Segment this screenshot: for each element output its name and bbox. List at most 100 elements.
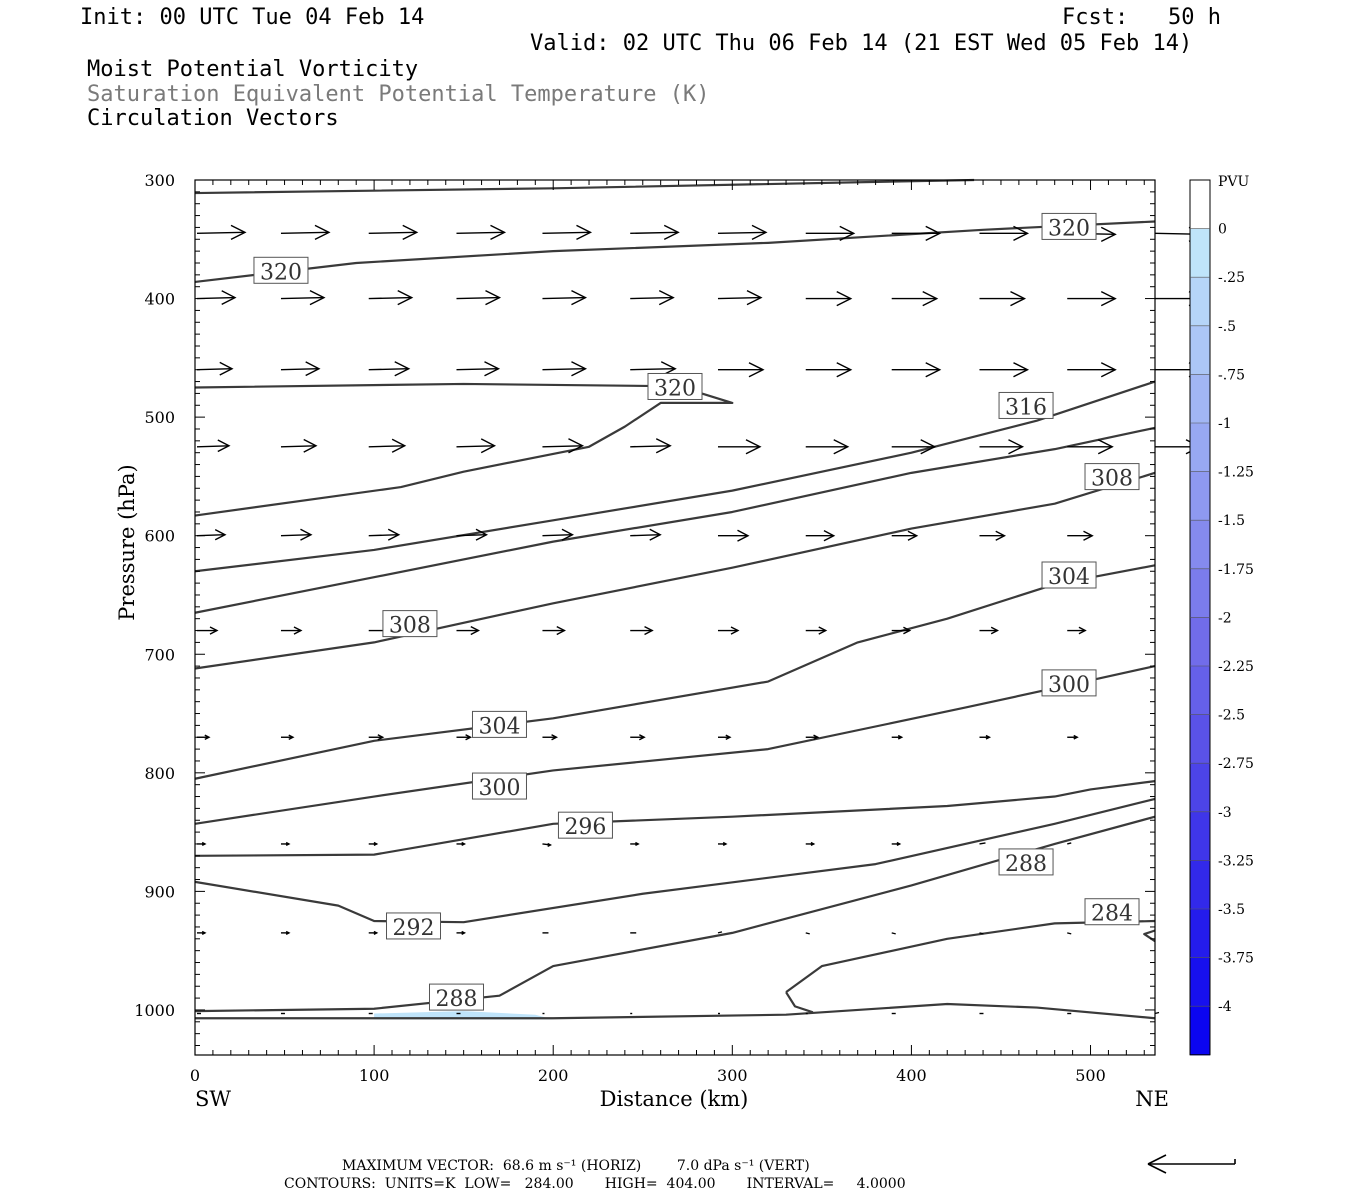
x-axis-title: Distance (km) [600,1087,749,1111]
colorbar-tick-label: -1.25 [1218,465,1254,481]
circulation-vector [280,368,319,371]
contour-label-box [998,848,1054,876]
x-tick-label: 200 [538,1066,569,1085]
colorbar-swatch [1190,860,1210,910]
contour-label: 300 [478,776,520,801]
circulation-vector [368,445,405,448]
y-tick-label: 500 [144,408,175,427]
field-title-theta-es: Saturation Equivalent Potential Temperat… [87,82,710,107]
vector-arrowhead [465,734,473,741]
theta-es-contour-320 [194,382,734,517]
contour-label: 308 [1091,467,1133,492]
contour-label: 320 [654,376,696,401]
colorbar-swatch [1190,666,1210,716]
circulation-vector [630,368,676,371]
contour-label-box [1041,561,1097,589]
contour-label-box [557,811,613,839]
contour-label: 292 [393,916,435,941]
vector-arrowhead [737,529,750,542]
colorbar-swatch [1190,568,1210,618]
contour-label-box [1084,898,1140,926]
circulation-vector [542,368,586,371]
endpoint-sw: SW [195,1087,231,1111]
vector-arrowhead [920,439,937,455]
vector-arrowhead [397,289,414,306]
vector-arrowhead [402,224,419,240]
vector-arrowhead [644,625,654,636]
vector-arrowhead [571,361,588,377]
vector-arrowhead [373,841,379,847]
theta-es-contour-312 [194,426,1156,614]
contour-label-box [253,256,309,284]
vector-arrowhead [377,734,385,741]
colorbar-swatch [1190,763,1210,813]
theta-es-contour-304 [194,564,1156,780]
vector-arrowhead [484,361,501,377]
y-tick-label: 600 [144,527,175,546]
colorbar-tick-label: -1 [1218,416,1232,432]
theta-es-contour-296 [194,780,1156,857]
circulation-vector [280,296,324,300]
vector-arrowhead [1008,439,1025,455]
vector-arrowhead [635,841,640,847]
colorbar-tick-label: -.25 [1218,270,1245,286]
vector-arrowhead [655,438,672,454]
theta-es-contour-320 [194,220,1156,284]
contour-label-box [1084,463,1140,491]
colorbar-tick-label: -3.75 [1218,951,1254,967]
contour-label: 320 [1048,216,1090,241]
vector-arrowhead [903,626,912,635]
circulation-vector [717,231,766,235]
vector-arrowhead [288,734,295,741]
vector-arrowhead [547,842,552,848]
circulation-vector [280,231,329,235]
vector-arrowhead [995,530,1007,541]
x-tick-label: 500 [1075,1066,1106,1085]
vector-arrowhead [571,289,588,306]
vector-arrowhead [1010,290,1027,307]
circulation-vector [280,445,316,448]
vector-arrowhead [217,439,231,453]
y-axis-title: Pressure (hPa) [115,464,139,620]
colorbar-swatch [1190,180,1210,230]
circulation-vector [1067,932,1072,935]
vector-arrowhead [1100,362,1117,378]
contour-label: 300 [1048,673,1090,698]
vector-arrowhead [285,841,291,847]
circulation-vector [542,296,586,300]
vector-arrowhead [722,841,728,847]
vector-arrowhead [1097,439,1114,455]
vector-arrowhead [813,734,820,741]
field-title-vectors: Circulation Vectors [87,106,339,131]
forecast-hour: Fcst: 50 h [1062,5,1221,30]
theta-es-contour-280 [195,1002,1156,1020]
x-tick-label: 100 [359,1066,390,1085]
contour-label: 320 [260,260,302,285]
field-title-mpv: Moist Potential Vorticity [87,57,419,82]
vector-arrowhead [810,841,816,847]
y-tick-label: 400 [144,290,175,309]
circulation-vector [368,231,417,235]
circulation-vector [630,296,674,300]
vector-arrowhead [748,362,765,378]
circulation-vector [196,231,246,235]
vector-arrowhead [833,439,850,455]
colorbar-swatch [1190,957,1210,1007]
colorbar-tick-label: -3.25 [1218,853,1254,869]
vector-arrowhead [209,626,219,635]
colorbar-tick-label: -3 [1218,805,1232,821]
vector-arrowhead [373,930,379,935]
vector-arrowhead [314,224,331,240]
circulation-vector [456,445,495,448]
colorbar-tick-label: -2.5 [1218,708,1245,724]
contour-label-box [1041,669,1097,697]
x-tick-label: 0 [190,1066,200,1085]
theta-es-contour-288 [194,815,1156,1013]
vector-arrowhead [303,438,318,453]
vector-arrowhead [746,289,763,306]
contour-label: 288 [435,987,477,1012]
vector-arrowhead [1078,626,1087,635]
vector-arrowhead [201,841,207,847]
vector-arrowhead [201,930,207,935]
